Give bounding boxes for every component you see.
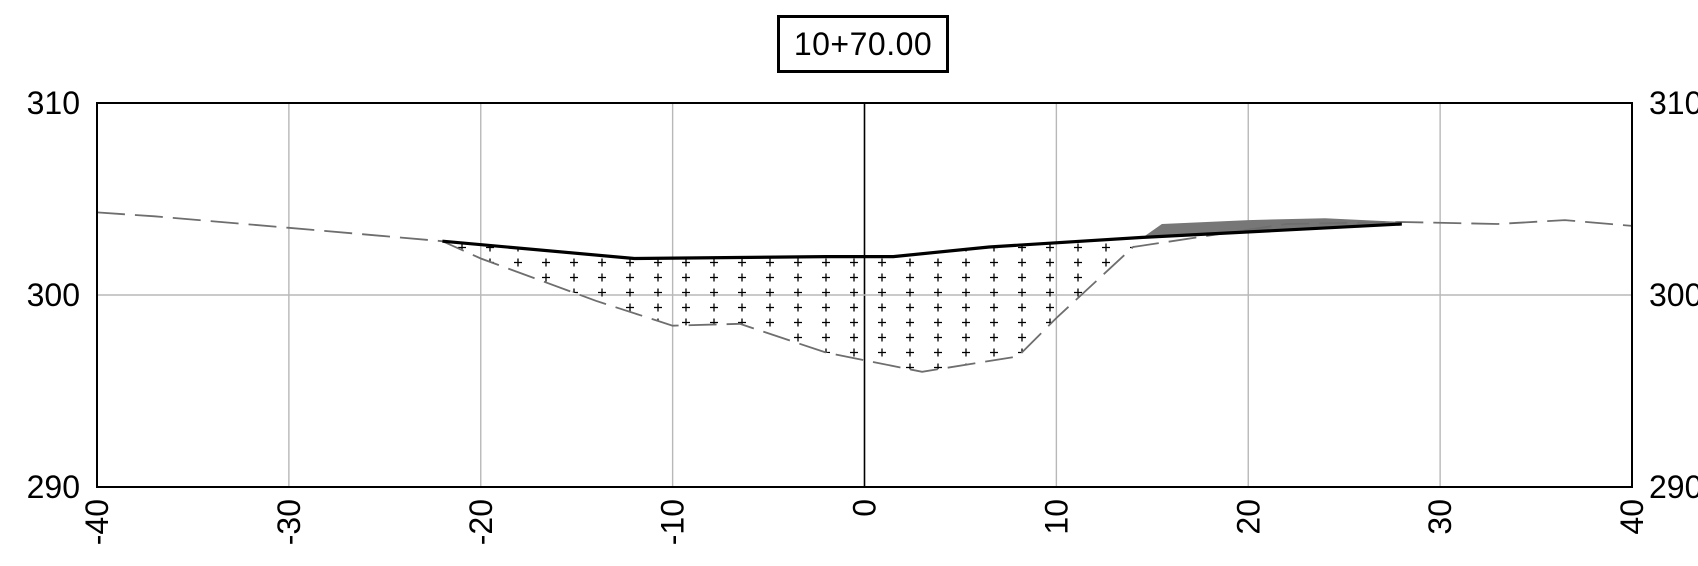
x-tick-label: -40 [79, 499, 115, 545]
frame-layer [96, 102, 1633, 488]
x-tick-label: -10 [655, 499, 691, 545]
y-tick-label-left: 310 [27, 85, 80, 121]
y-tick-label-right: 310 [1649, 85, 1698, 121]
x-tick-label: 20 [1230, 499, 1266, 535]
station-label: 10+70.00 [777, 15, 949, 73]
y-tick-label-left: 300 [27, 277, 80, 313]
x-tick-label: -20 [463, 499, 499, 545]
x-tick-label: 0 [847, 499, 883, 517]
y-tick-label-right: 290 [1649, 469, 1698, 505]
y-tick-label-right: 300 [1649, 277, 1698, 313]
y-tick-label-left: 290 [27, 469, 80, 505]
x-tick-label: 40 [1614, 499, 1650, 535]
series-layer [96, 211, 1633, 373]
x-tick-label: 30 [1422, 499, 1458, 535]
proposed-grade-line [442, 222, 1402, 261]
x-tick-label: 10 [1038, 499, 1074, 535]
x-tick-label: -30 [271, 499, 307, 545]
cut-region [442, 239, 1134, 372]
plot-frame [96, 102, 1633, 488]
